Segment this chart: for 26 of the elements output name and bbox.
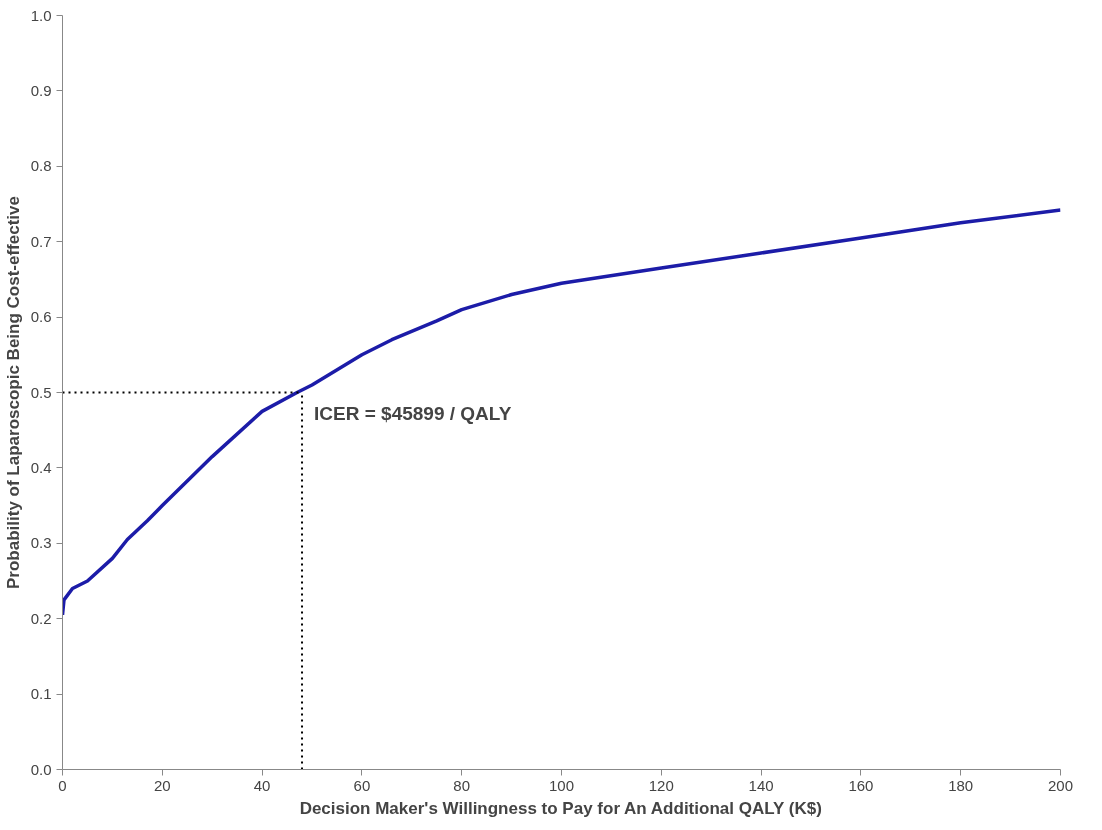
x-tick-label: 120 (648, 776, 674, 794)
x-tick-label: 100 (548, 776, 575, 794)
y-tick-label: 0.4 (30, 458, 52, 476)
x-tick-label: 40 (253, 776, 271, 794)
y-tick-label: 0.2 (30, 609, 52, 627)
y-tick-label: 0.8 (30, 157, 52, 175)
y-tick-label: 0.3 (30, 534, 52, 552)
x-tick-label: 60 (353, 776, 371, 794)
x-tick-label: 20 (153, 776, 171, 794)
y-tick-label: 0.5 (30, 383, 52, 401)
y-tick-label: 1.0 (30, 6, 52, 24)
y-tick-label: 0.9 (30, 81, 52, 99)
line-series (62, 208, 1061, 617)
y-axis-title: Probability of Laparoscopic Being Cost-effective (3, 196, 23, 589)
annotation: ICER = $45899 / QALY (314, 402, 512, 424)
x-axis-title: Decision Maker's Willingness to Pay for An Additional QALY (K$) (299, 798, 822, 818)
y-tick-label: 0.6 (30, 308, 52, 326)
x-tick-label: 0 (58, 776, 67, 794)
x-tick-label: 200 (1047, 776, 1074, 794)
y-tick-label: 0.7 (30, 232, 52, 250)
x-tick-label: 140 (748, 776, 774, 794)
y-tick-label: 0.1 (30, 685, 52, 703)
x-tick-label: 80 (453, 776, 471, 794)
x-tick-label: 160 (848, 776, 874, 794)
y-tick-label: 0.0 (30, 760, 52, 778)
x-tick-label: 180 (948, 776, 974, 794)
